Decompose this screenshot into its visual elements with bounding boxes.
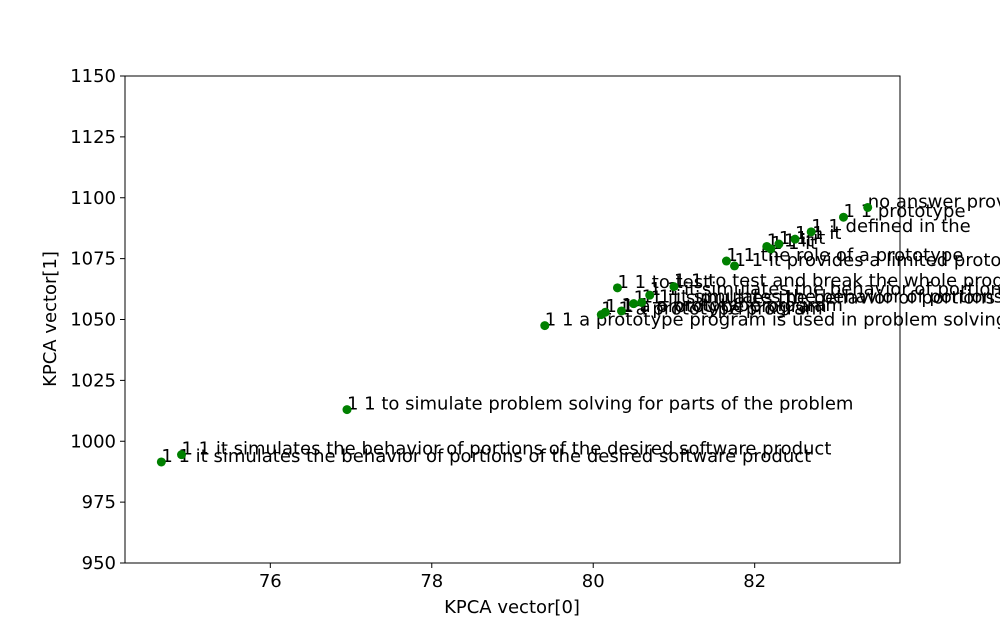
point-label: 1 1 it simulates the behavior of portion… — [182, 439, 832, 460]
y-axis-label: KPCA vector[1] — [40, 251, 61, 387]
y-tick-label: 1125 — [70, 127, 116, 148]
point-label: 1 1 a prototype program — [605, 296, 826, 317]
data-point — [806, 227, 816, 237]
x-tick-label: 78 — [420, 571, 443, 592]
y-tick-label: 1100 — [70, 188, 116, 209]
data-point — [637, 297, 647, 307]
point-label: no answer provided — [868, 191, 1000, 212]
data-point — [177, 450, 187, 460]
y-tick-label: 1150 — [70, 66, 116, 87]
data-point — [863, 202, 873, 212]
data-point — [156, 457, 166, 467]
x-tick-label: 80 — [582, 571, 605, 592]
y-tick-label: 1000 — [70, 431, 116, 452]
point-label: 1 1 prototype — [843, 201, 965, 222]
point-label: 1 1 to test — [617, 272, 710, 293]
data-point — [540, 321, 550, 331]
point-label: 1 1 it simulates the behavior of portion… — [161, 446, 811, 467]
point-label: 1 1 it simulates the behavior of portion… — [650, 279, 1000, 300]
data-point — [721, 256, 731, 266]
point-label: 1 1 it — [795, 223, 841, 244]
data-point — [612, 283, 622, 293]
point-label: 1 1 to test and break the whole program — [674, 271, 1000, 292]
data-point — [629, 299, 639, 309]
y-tick-label: 950 — [82, 553, 116, 574]
data-point — [600, 307, 610, 317]
data-point — [838, 212, 848, 222]
point-label: 1 1 a prototype program — [621, 295, 842, 316]
point-label: 1 1 a prototype program — [601, 299, 822, 320]
point-label: 1 1 the role of a prototype — [726, 245, 963, 266]
point-label: 1 1 defined in the — [811, 216, 971, 237]
point-label: 1 1 a prototype program is used in probl… — [545, 310, 1000, 331]
x-tick-label: 82 — [743, 571, 766, 592]
data-point — [645, 290, 655, 300]
y-tick-label: 1025 — [70, 370, 116, 391]
y-tick-label: 1050 — [70, 310, 116, 331]
data-point — [342, 405, 352, 415]
y-tick-label: 1075 — [70, 249, 116, 270]
data-point — [774, 239, 784, 249]
data-point — [730, 261, 740, 271]
point-label: 1 1 to simulate problem solving for part… — [347, 394, 853, 415]
data-point — [766, 244, 776, 254]
point-label: 1 1 it provides a limited prototype — [735, 250, 1000, 271]
point-label: 1 1 it simulates the behavior of portion… — [634, 288, 995, 309]
data-point — [790, 234, 800, 244]
data-point — [616, 306, 626, 316]
x-tick-label: 76 — [259, 571, 282, 592]
x-axis-label: KPCA vector[0] — [444, 597, 580, 618]
data-point — [669, 282, 679, 292]
point-label: 1 1 it simulates the behavior of portion… — [642, 286, 1000, 307]
y-tick-label: 975 — [82, 492, 116, 513]
